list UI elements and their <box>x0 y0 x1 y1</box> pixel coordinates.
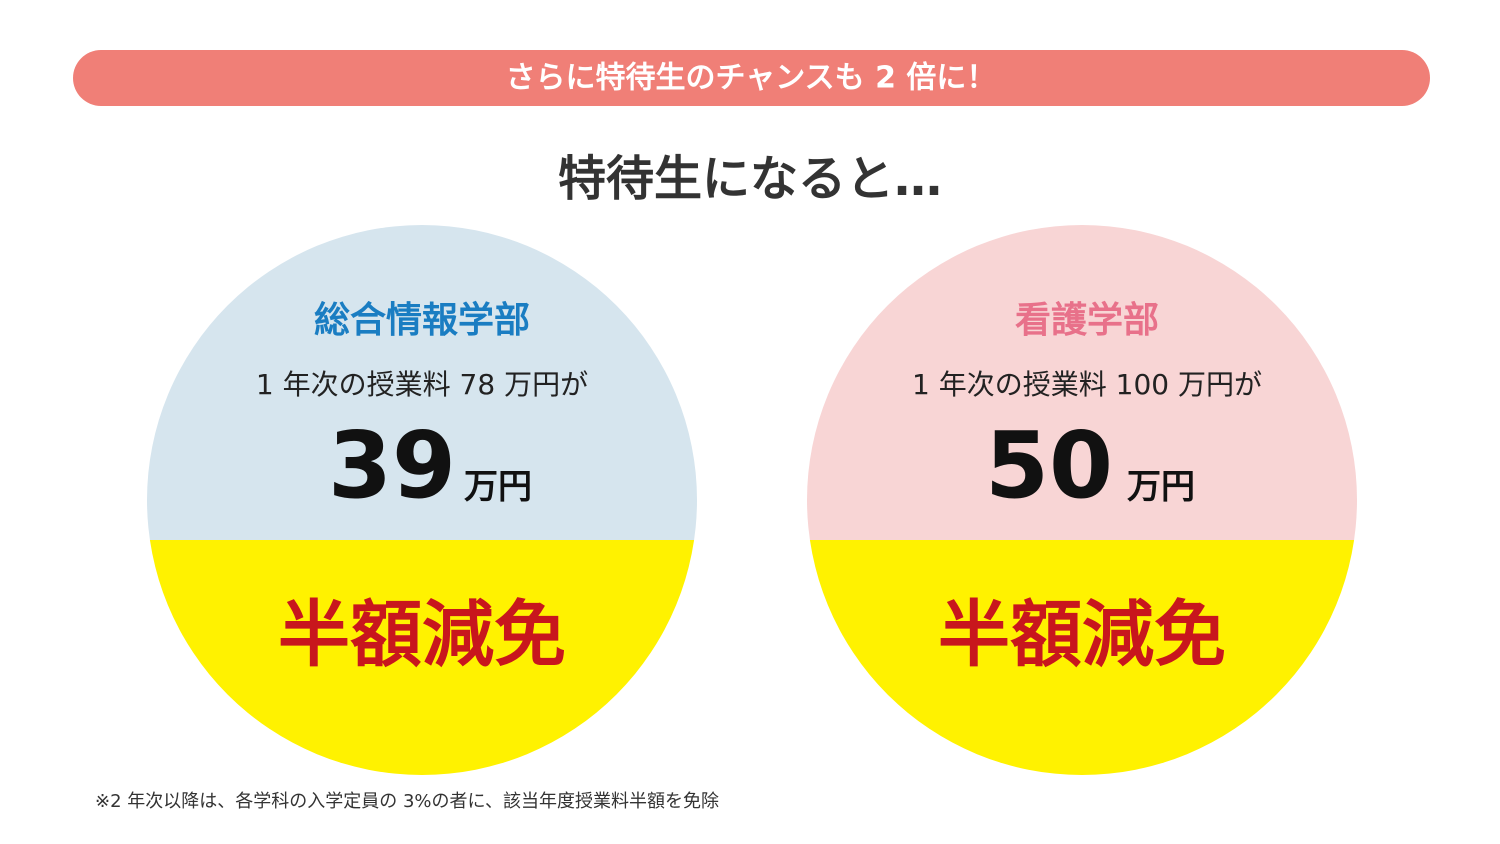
banner <box>73 50 1430 106</box>
amount-line: 50 万円 <box>985 412 1195 519</box>
tuition-line: 1 年次の授業料 100 万円が <box>912 368 1262 401</box>
amount: 39 <box>328 412 456 519</box>
amount: 50 <box>985 412 1113 519</box>
unit: 万円 <box>1127 467 1195 507</box>
footnote: ※2 年次以降は、各学科の入学定員の 3%の者に、該当年度授業料半額を免除 <box>95 791 719 812</box>
badge: 半額減免 <box>938 593 1226 677</box>
department: 総合情報学部 <box>314 299 530 341</box>
department: 看護学部 <box>1015 299 1159 341</box>
tuition-line: 1 年次の授業料 78 万円が <box>256 368 588 401</box>
badge: 半額減免 <box>278 593 566 677</box>
amount-line: 39 万円 <box>328 412 532 519</box>
banner-text: さらに特待生のチャンスも 2 倍に！ <box>506 61 997 96</box>
heading: 特待生になると… <box>558 151 942 207</box>
unit: 万円 <box>464 467 532 507</box>
